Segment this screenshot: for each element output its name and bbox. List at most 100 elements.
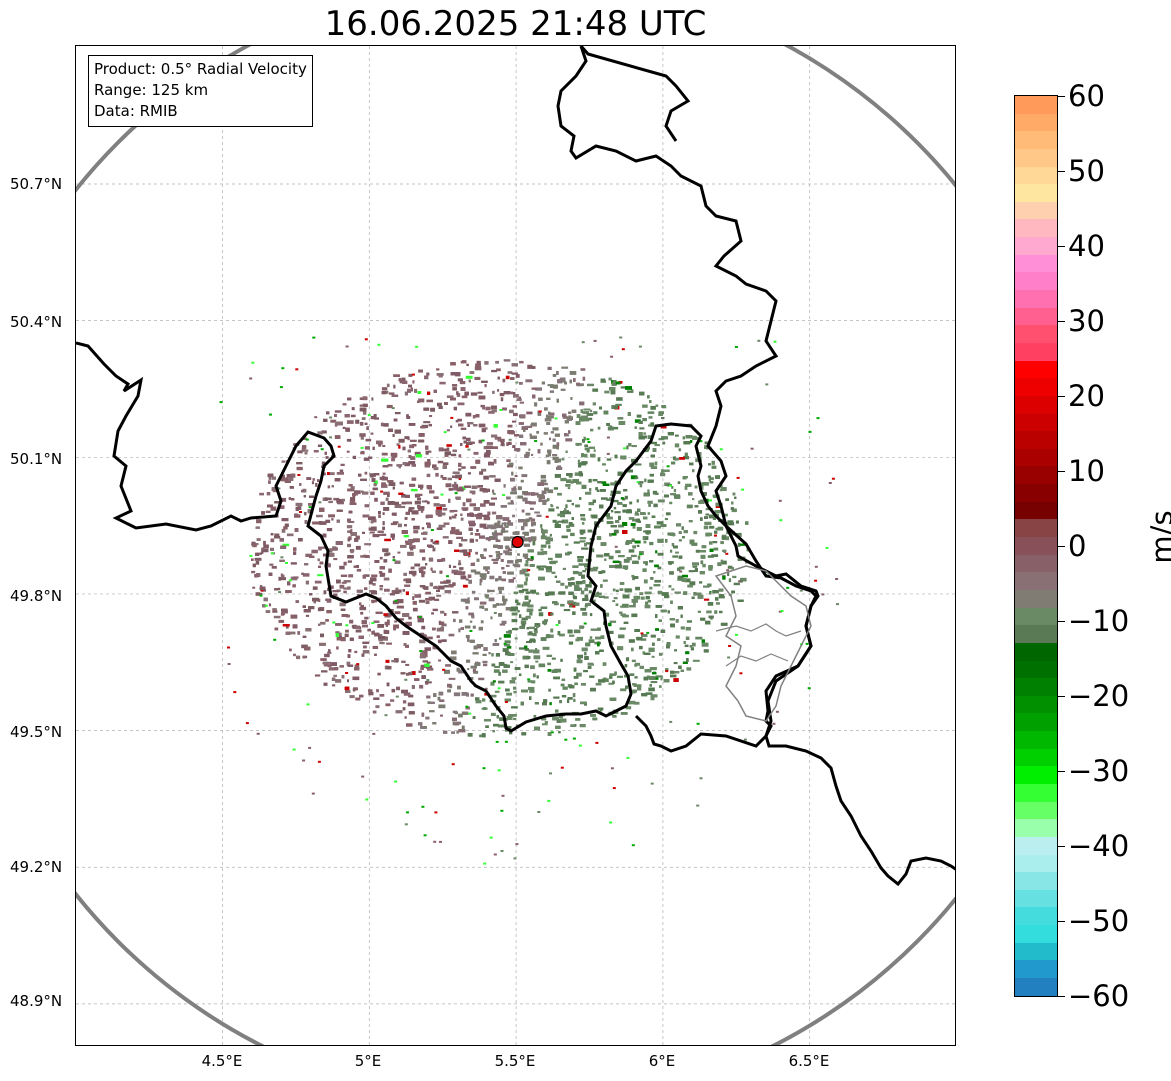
echo-pixel: [319, 507, 325, 512]
echo-pixel: [405, 541, 413, 545]
echo-pixel: [503, 537, 511, 541]
map-title: 16.06.2025 21:48 UTC: [324, 4, 707, 44]
echo-pixel: [634, 463, 642, 466]
echo-pixel: [318, 546, 325, 549]
echo-pixel: [408, 570, 414, 575]
echo-pixel: [363, 645, 367, 649]
echo-pixel: [647, 435, 654, 439]
echo-pixel: [406, 672, 409, 676]
echo-pixel: [442, 462, 449, 466]
echo-pixel: [526, 558, 530, 561]
echo-pixel: [418, 722, 423, 726]
echo-pixel: [440, 610, 445, 614]
echo-pixel: [345, 629, 349, 633]
echo-pixel: [372, 487, 378, 491]
echo-pixel: [638, 432, 643, 436]
echo-pixel: [709, 525, 715, 529]
echo-pixel: [411, 685, 415, 689]
echo-pixel: [529, 435, 537, 439]
echo-pixel: [537, 482, 544, 486]
echo-pixel: [286, 474, 291, 478]
echo-pixel: [512, 405, 517, 408]
echo-pixel: [491, 446, 498, 449]
echo-pixel: [632, 683, 635, 686]
echo-pixel: [560, 388, 566, 391]
echo-pixel: [636, 527, 642, 531]
echo-pixel: [480, 577, 486, 580]
echo-pixel: [547, 489, 554, 494]
echo-pixel: [472, 716, 476, 719]
echo-pixel: [532, 541, 536, 546]
echo-pixel: [655, 614, 658, 618]
echo-pixel: [302, 488, 307, 493]
echo-pixel: [429, 490, 435, 494]
echo-pixel: [285, 590, 292, 593]
echo-pixel: [496, 557, 499, 560]
echo-pixel: [359, 694, 364, 698]
echo-pixel: [362, 624, 368, 628]
echo-pixel: [412, 671, 416, 675]
echo-pixel: [426, 665, 433, 669]
echo-pixel: [605, 513, 610, 517]
echo-pixel: [580, 514, 586, 517]
radar-map[interactable]: [75, 45, 956, 1046]
echo-pixel: [373, 473, 380, 476]
echo-pixel: [359, 433, 366, 437]
echo-pixel: [354, 538, 359, 542]
echo-pixel: [704, 441, 710, 445]
echo-pixel: [417, 400, 420, 403]
echo-pixel: [701, 545, 707, 549]
echo-pixel: [527, 680, 533, 683]
echo-pixel: [702, 482, 706, 485]
echo-pixel: [698, 510, 703, 514]
echo-pixel: [556, 719, 562, 723]
echo-pixel: [502, 378, 506, 383]
echo-pixel: [528, 599, 531, 603]
echo-pixel: [498, 553, 503, 556]
echo-pixel: [350, 414, 356, 418]
echo-pixel: [526, 656, 531, 659]
echo-pixel: [665, 668, 669, 672]
echo-pixel: [373, 697, 380, 700]
echo-pixel: [455, 496, 461, 500]
echo-pixel: [642, 435, 647, 439]
echo-pixel: [715, 602, 720, 605]
echo-pixel: [644, 591, 652, 595]
echo-pixel: [490, 694, 497, 698]
echo-pixel: [454, 722, 459, 726]
echo-pixel: [500, 505, 507, 508]
echo-pixel: [567, 487, 571, 490]
echo-pixel: [564, 508, 567, 512]
echo-pixel: [360, 478, 367, 481]
echo-pixel: [486, 449, 491, 454]
echo-pixel: [665, 539, 668, 543]
echo-pixel: [562, 686, 568, 690]
echo-pixel: [293, 551, 297, 555]
echo-pixel: [311, 549, 318, 554]
echo-pixel: [579, 401, 585, 406]
echo-pixel: [462, 502, 466, 507]
echo-pixel: [362, 575, 366, 579]
echo-pixel: [524, 519, 530, 523]
echo-pixel: [421, 712, 425, 717]
echo-pixel: [623, 558, 630, 563]
echo-pixel: [478, 626, 483, 631]
echo-pixel: [426, 661, 431, 664]
echo-pixel: [644, 669, 652, 673]
echo-pixel: [560, 603, 565, 607]
echo-pixel: [456, 570, 463, 574]
echo-pixel: [281, 528, 286, 533]
echo-pixel: [436, 527, 443, 530]
echo-pixel: [418, 433, 425, 437]
echo-pixel: [336, 637, 343, 641]
echo-pixel: [401, 377, 406, 382]
echo-pixel: [481, 428, 486, 433]
echo-pixel: [302, 605, 306, 608]
echo-pixel: [438, 524, 446, 528]
echo-pixel: [378, 634, 383, 637]
echo-pixel: [582, 570, 586, 573]
echo-pixel: [456, 488, 464, 492]
echo-pixel: [251, 570, 256, 574]
echo-pixel: [475, 697, 480, 701]
echo-pixel: [548, 412, 555, 416]
